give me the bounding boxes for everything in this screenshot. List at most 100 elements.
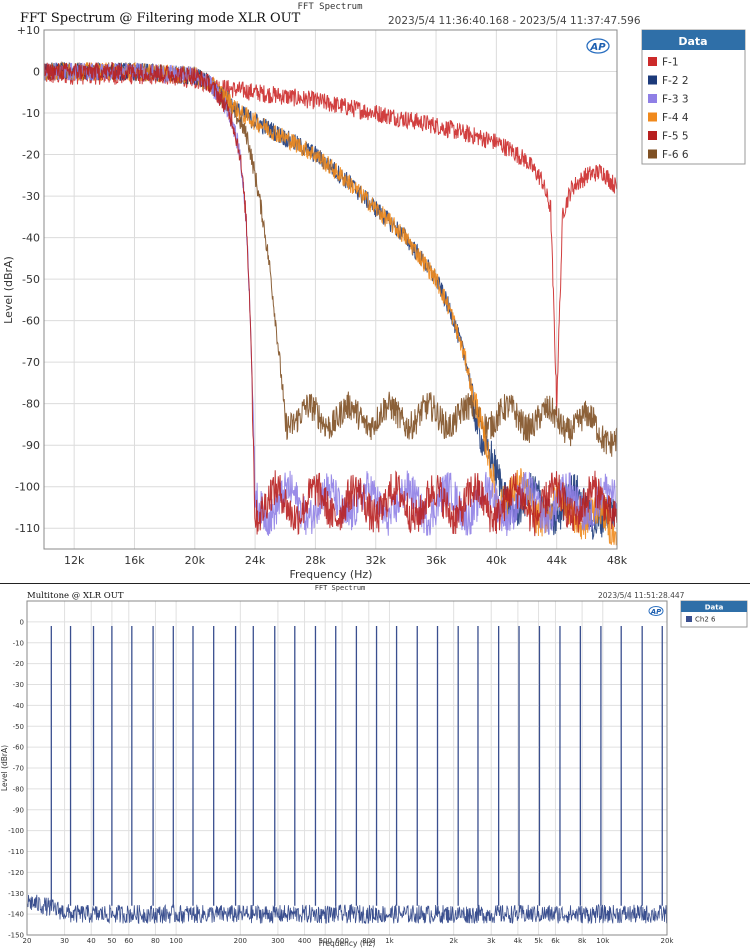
x-tick-label: 1k xyxy=(385,937,394,945)
top-chart-panel: FFT Spectrum FFT Spectrum @ Filtering mo… xyxy=(2,2,746,581)
plot-grid xyxy=(26,601,668,936)
ap-logo-text: AP xyxy=(589,42,606,53)
y-tick-label: -20 xyxy=(22,149,40,162)
legend-swatch-6 xyxy=(648,149,657,159)
x-tick-label: 20k xyxy=(661,937,675,945)
y-tick-label: -60 xyxy=(22,315,40,328)
legend-swatch-4 xyxy=(648,112,657,122)
series-line-2 xyxy=(43,61,618,540)
x-tick-label: 20k xyxy=(185,554,206,567)
y-tick-label: -110 xyxy=(8,848,24,856)
y-tick-label: -80 xyxy=(22,398,40,411)
x-tick-labels: 12k 16k 20k 24k 28k 32k 36k 40k 44k 48k xyxy=(64,554,628,567)
x-tick-label: 40 xyxy=(87,937,96,945)
x-tick-label: 100 xyxy=(169,937,182,945)
y-tick-label: -30 xyxy=(22,190,40,203)
y-tick-label: -80 xyxy=(13,785,24,793)
y-tick-label: -60 xyxy=(13,744,24,752)
y-tick-label: -100 xyxy=(8,827,24,835)
y-tick-label: -20 xyxy=(13,660,24,668)
x-tick-label: 48k xyxy=(607,554,628,567)
x-tick-label: 3k xyxy=(487,937,496,945)
series-line-5 xyxy=(43,61,618,537)
x-tick-label: 36k xyxy=(426,554,447,567)
x-tick-label: 28k xyxy=(305,554,326,567)
legend-entry-4: F-4 4 xyxy=(662,112,689,124)
y-tick-label: -50 xyxy=(22,273,40,286)
chart-title: Multitone @ XLR OUT xyxy=(27,591,124,601)
series-line-3 xyxy=(43,62,618,537)
y-tick-label: -50 xyxy=(13,723,24,731)
series-lines xyxy=(26,626,668,925)
legend-header xyxy=(681,601,747,612)
y-tick-label: +10 xyxy=(17,24,40,37)
y-tick-label: -150 xyxy=(8,932,24,940)
y-tick-label: -110 xyxy=(15,522,40,535)
y-tick-label: -120 xyxy=(8,869,24,877)
x-tick-labels: 20 30 40 50 60 80 100 200 300 400 500 600 800 1k 2k 3k 4… xyxy=(23,937,675,945)
legend-entry-3: F-3 3 xyxy=(662,94,689,106)
x-tick-label: 60 xyxy=(124,937,133,945)
y-axis-label: Level (dBrA) xyxy=(2,256,15,324)
series-line-4 xyxy=(43,61,617,546)
x-tick-label: 8k xyxy=(578,937,587,945)
legend: Data F-1 F-2 2 F-3 3 F-4 4 F-5 5 F-6 6 xyxy=(641,29,746,165)
plot-grid xyxy=(44,29,618,549)
x-tick-label: 500 xyxy=(319,937,332,945)
chart-title: FFT Spectrum @ Filtering mode XLR OUT xyxy=(20,11,301,26)
legend-entry-1: Ch2 6 xyxy=(695,616,716,624)
x-tick-label: 6k xyxy=(551,937,560,945)
legend-swatch-3 xyxy=(648,94,657,103)
y-tick-label: 0 xyxy=(33,66,40,79)
ap-logo-text: AP xyxy=(650,608,662,616)
plot-frame xyxy=(26,600,668,936)
x-tick-label: 5k xyxy=(534,937,543,945)
y-tick-labels: +10 0 -10 -20 -30 -40 -50 -60 -70 -80 -90 -100 -110 xyxy=(15,24,40,535)
chart-header: FFT Spectrum xyxy=(315,584,366,592)
legend-box xyxy=(641,29,746,165)
legend-entry-5: F-5 5 xyxy=(662,131,689,143)
y-tick-label: 0 xyxy=(20,618,24,626)
y-tick-label: -30 xyxy=(13,681,24,689)
x-axis-label: Frequency (Hz) xyxy=(290,568,373,581)
y-tick-labels: 0 -10 -20 -30 -40 -50 -60 -70 -80 -90 -100 -110 -120… xyxy=(8,618,24,939)
y-tick-label: -40 xyxy=(13,702,24,710)
x-tick-label: 20 xyxy=(23,937,32,945)
x-tick-label: 30 xyxy=(60,937,69,945)
y-tick-label: -90 xyxy=(22,439,40,452)
legend-entry-2: F-2 2 xyxy=(662,75,689,87)
x-tick-label: 44k xyxy=(546,554,567,567)
legend-title: Data xyxy=(705,604,724,612)
x-tick-label: 300 xyxy=(271,937,284,945)
series-line-1 xyxy=(43,65,618,416)
x-axis-label: Frequency (Hz) xyxy=(319,939,376,948)
legend-entry-1: F-1 xyxy=(662,57,679,69)
x-tick-label: 4k xyxy=(514,937,523,945)
x-tick-label: 600 xyxy=(335,937,348,945)
legend-title: Data xyxy=(678,35,707,48)
legend-swatch-5 xyxy=(648,131,657,140)
fft-spectrum-filtering-chart: FFT Spectrum FFT Spectrum @ Filtering mo… xyxy=(2,2,746,581)
y-tick-label: -70 xyxy=(13,765,24,773)
legend-swatch-2 xyxy=(648,75,657,85)
x-tick-label: 400 xyxy=(298,937,311,945)
plot-frame xyxy=(43,29,618,550)
legend-swatch-1 xyxy=(648,57,657,66)
x-tick-label: 50 xyxy=(107,937,116,945)
y-axis-label: Level (dBrA) xyxy=(0,745,9,791)
x-tick-label: 800 xyxy=(362,937,375,945)
x-tick-label: 12k xyxy=(64,554,85,567)
x-tick-label: 200 xyxy=(234,937,247,945)
y-tick-label: -90 xyxy=(13,806,24,814)
x-tick-label: 40k xyxy=(486,554,507,567)
ap-logo: AP xyxy=(586,38,610,54)
x-tick-label: 2k xyxy=(449,937,458,945)
legend-swatch-1 xyxy=(686,616,692,622)
chart-timestamp: 2023/5/4 11:51:28.447 xyxy=(598,591,685,600)
y-tick-label: -140 xyxy=(8,911,24,919)
y-tick-label: -40 xyxy=(22,232,40,245)
chart-timestamp: 2023/5/4 11:36:40.168 - 2023/5/4 11:37:4… xyxy=(388,15,641,27)
multitone-spectrum-chart: FFT Spectrum Multitone @ XLR OUT 2023/5/… xyxy=(0,584,748,948)
legend-header xyxy=(642,30,745,50)
y-tick-label: -70 xyxy=(22,356,40,369)
